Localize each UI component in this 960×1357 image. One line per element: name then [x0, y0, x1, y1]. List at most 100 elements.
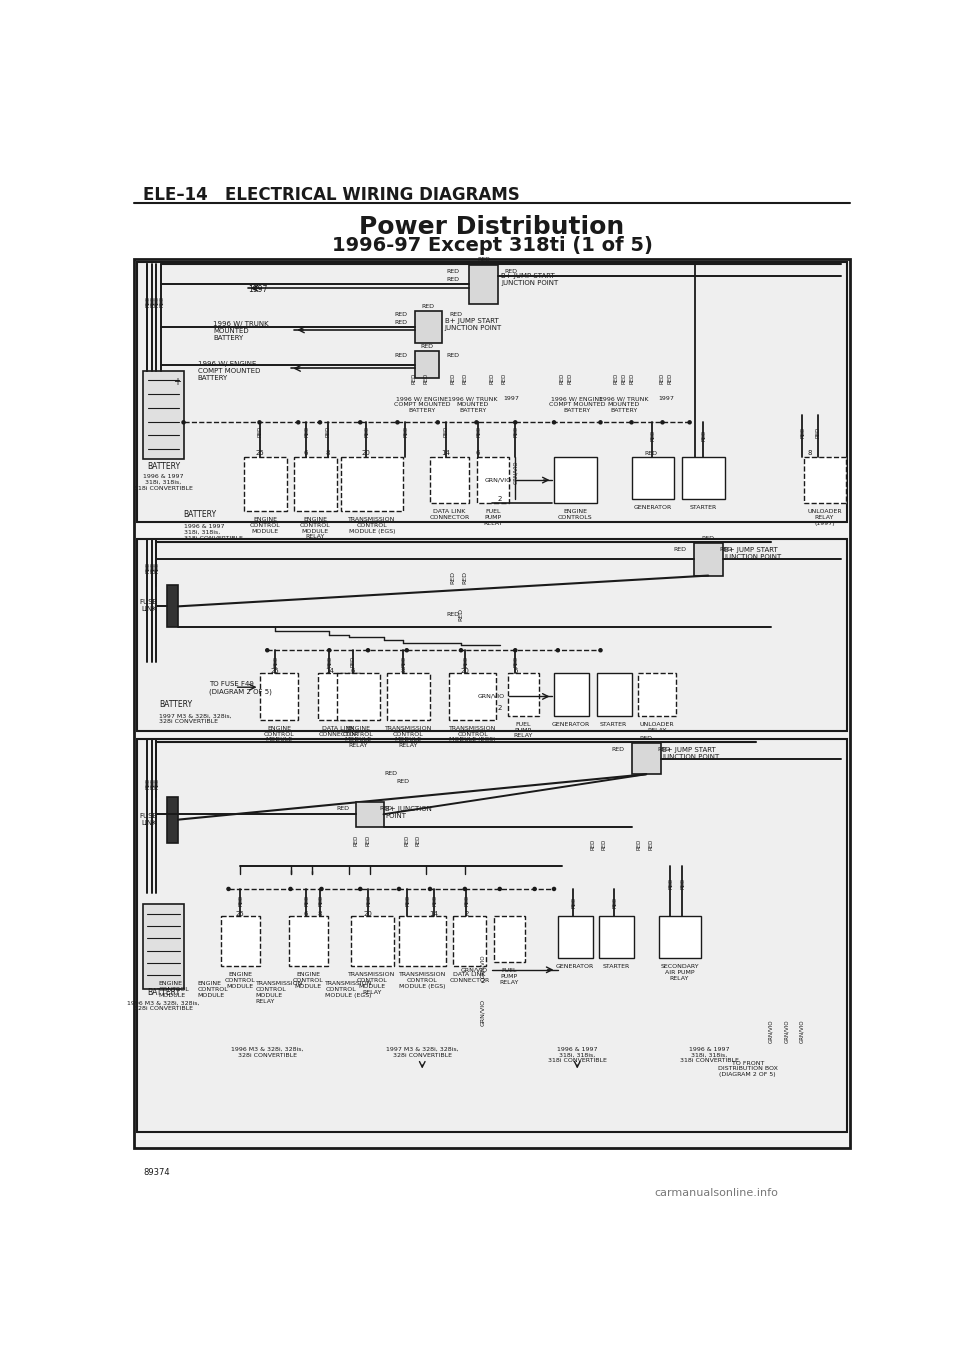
Bar	[289, 916, 327, 966]
Text: TRANSMISSION
CONTROL
MODULE
RELAY: TRANSMISSION CONTROL MODULE RELAY	[255, 981, 303, 1004]
Text: RED: RED	[651, 430, 656, 441]
Text: RED: RED	[444, 425, 448, 437]
Text: UNLOADER
RELAY: UNLOADER RELAY	[639, 722, 674, 733]
Text: 1996 W/ ENGINE
COMPT MOUNTED
BATTERY: 1996 W/ ENGINE COMPT MOUNTED BATTERY	[394, 396, 450, 413]
Text: 1996 W/ ENGINE
COMPT MOUNTED
BATTERY: 1996 W/ ENGINE COMPT MOUNTED BATTERY	[549, 396, 606, 413]
Text: RED: RED	[567, 372, 572, 384]
Text: DATA LINK
CONNECTOR: DATA LINK CONNECTOR	[319, 726, 359, 737]
Text: 25: 25	[236, 911, 245, 916]
Bar	[295, 457, 337, 510]
Text: RED: RED	[451, 372, 456, 384]
Text: GRN/VIO: GRN/VIO	[480, 954, 485, 978]
Text: RED: RED	[145, 296, 151, 307]
Circle shape	[599, 421, 602, 423]
Text: RED: RED	[304, 425, 309, 437]
Text: RED: RED	[446, 269, 460, 274]
Text: RED: RED	[432, 894, 437, 905]
Bar	[599, 916, 634, 958]
Bar	[554, 673, 588, 715]
Text: STARTER: STARTER	[689, 506, 716, 510]
Bar	[554, 457, 596, 503]
Text: 1996 & 1997
318i, 318is,
318i CONVERTIBLE: 1996 & 1997 318i, 318is, 318i CONVERTIBL…	[183, 524, 243, 540]
Text: B+ JUMP START
JUNCTION POINT: B+ JUMP START JUNCTION POINT	[725, 547, 781, 560]
Text: 8: 8	[807, 451, 812, 456]
Text: 1997 M3 & 328i, 328is,
328i CONVERTIBLE: 1997 M3 & 328i, 328is, 328i CONVERTIBLE	[386, 1046, 459, 1057]
Text: RED: RED	[451, 570, 456, 584]
Text: RED: RED	[416, 835, 420, 847]
Text: TRANSMISSION
CONTROL
MODULE (EGS): TRANSMISSION CONTROL MODULE (EGS)	[348, 517, 396, 533]
Circle shape	[514, 421, 516, 423]
Circle shape	[599, 649, 602, 651]
Circle shape	[514, 649, 516, 651]
Text: 89374: 89374	[143, 1167, 170, 1177]
Text: RED: RED	[648, 839, 654, 851]
Text: RED: RED	[404, 835, 409, 847]
Text: RED: RED	[463, 570, 468, 584]
Circle shape	[533, 887, 537, 890]
Text: RED: RED	[639, 737, 652, 741]
Text: RED: RED	[421, 304, 434, 308]
Bar	[143, 370, 183, 459]
Circle shape	[227, 887, 230, 890]
Circle shape	[557, 649, 560, 651]
Text: +: +	[174, 377, 181, 387]
Text: RED: RED	[385, 771, 397, 776]
Text: RED: RED	[446, 277, 460, 282]
Bar	[558, 916, 592, 958]
Text: B+ JUMP START
JUNCTION POINT: B+ JUMP START JUNCTION POINT	[662, 748, 720, 760]
Text: RED: RED	[366, 835, 371, 847]
Text: TRANSMISSION
CONTROL
MODULE (EGS): TRANSMISSION CONTROL MODULE (EGS)	[325, 981, 372, 997]
Text: RED: RED	[514, 425, 518, 437]
Bar	[476, 457, 509, 503]
Circle shape	[367, 649, 370, 651]
Bar	[143, 904, 183, 989]
Text: RED: RED	[449, 312, 462, 318]
Text: RED: RED	[420, 345, 433, 349]
Text: GRN/VIO: GRN/VIO	[513, 460, 517, 484]
Text: 1996 W/ TRUNK
MOUNTED
BATTERY: 1996 W/ TRUNK MOUNTED BATTERY	[599, 396, 649, 413]
Circle shape	[297, 421, 300, 423]
Text: RED: RED	[490, 372, 494, 384]
Text: FUEL
PUMP
RELAY: FUEL PUMP RELAY	[483, 509, 502, 527]
Text: STARTER: STARTER	[602, 965, 630, 969]
Text: 20: 20	[362, 451, 371, 456]
Bar	[682, 457, 725, 499]
Text: RED: RED	[367, 894, 372, 905]
Text: RED: RED	[145, 562, 151, 573]
Circle shape	[289, 887, 292, 890]
Bar	[693, 543, 723, 575]
Text: ENGINE
CONTROL
MODULE: ENGINE CONTROL MODULE	[225, 972, 255, 989]
Text: RED: RED	[621, 372, 626, 384]
Text: 1997: 1997	[248, 285, 267, 294]
Text: RED: RED	[401, 655, 406, 668]
Text: B+ JUMP START
JUNCTION POINT: B+ JUMP START JUNCTION POINT	[501, 273, 559, 286]
Circle shape	[320, 887, 324, 890]
Bar	[166, 797, 179, 843]
Text: RED: RED	[680, 878, 685, 889]
Text: RED: RED	[394, 312, 407, 318]
Bar	[341, 457, 403, 510]
Text: 1996 & 1997
318i, 318is,
318i CONVERTIBLE: 1996 & 1997 318i, 318is, 318i CONVERTIBL…	[680, 1046, 738, 1064]
Circle shape	[436, 421, 440, 423]
Text: 25: 25	[255, 451, 264, 456]
Circle shape	[359, 887, 362, 890]
Text: RED: RED	[612, 748, 624, 752]
Text: RED: RED	[159, 296, 164, 307]
Bar	[244, 457, 287, 510]
Text: GRN/VIO: GRN/VIO	[769, 1019, 774, 1044]
Text: 6: 6	[350, 668, 355, 674]
Text: ENGINE
CONTROLS: ENGINE CONTROLS	[558, 509, 592, 520]
Text: RED: RED	[816, 426, 821, 437]
Text: ELE–14   ELECTRICAL WIRING DIAGRAMS: ELE–14 ELECTRICAL WIRING DIAGRAMS	[143, 186, 520, 204]
Bar	[415, 311, 442, 343]
Text: BATTERY: BATTERY	[158, 700, 192, 708]
Circle shape	[327, 649, 331, 651]
Text: TO FUSE F49
(DIAGRAM 2 OF 5): TO FUSE F49 (DIAGRAM 2 OF 5)	[209, 681, 272, 695]
Text: 2: 2	[465, 911, 468, 916]
Bar	[337, 673, 379, 719]
Text: 1997 M3 & 328i, 328is,
328i CONVERTIBLE: 1997 M3 & 328i, 328is, 328i CONVERTIBLE	[158, 714, 231, 725]
Text: RED: RED	[150, 562, 156, 573]
Text: GRN/VIO: GRN/VIO	[800, 1019, 804, 1044]
Text: 1996 M3 & 328i, 328is,
328i CONVERTIBLE: 1996 M3 & 328i, 328is, 328i CONVERTIBLE	[127, 1000, 200, 1011]
Bar	[137, 539, 847, 731]
